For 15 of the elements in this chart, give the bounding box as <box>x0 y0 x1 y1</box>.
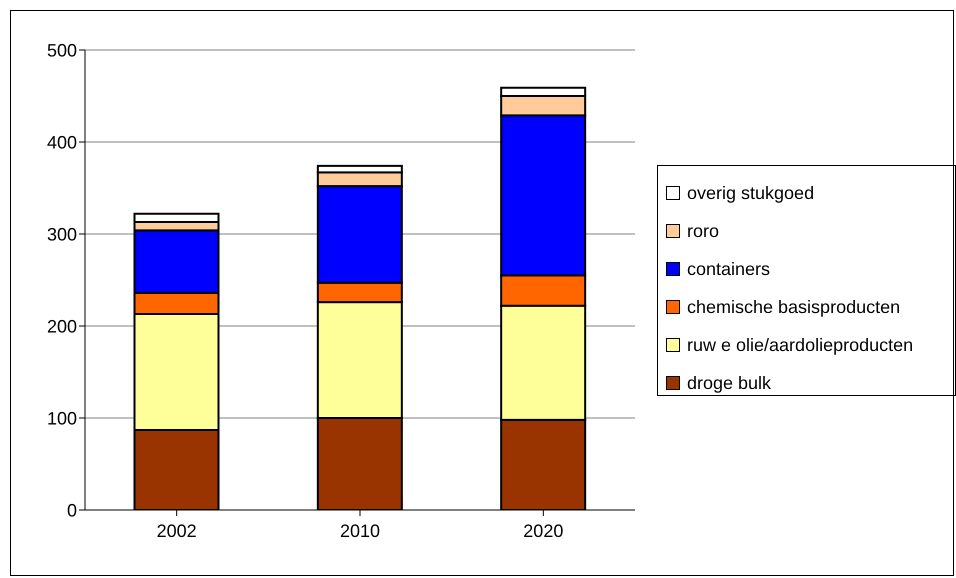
x-tick-label: 2002 <box>156 520 197 541</box>
y-tick-label: 0 <box>66 500 77 520</box>
legend-label: ruw e olie/aardolieproducten <box>687 334 914 356</box>
y-tick-label: 500 <box>46 40 77 60</box>
y-tick-label: 200 <box>46 316 77 336</box>
legend-label: containers <box>687 258 770 280</box>
legend-label: chemische basisproducten <box>687 296 900 318</box>
legend-label: roro <box>687 220 720 242</box>
y-tick-label: 300 <box>46 224 77 244</box>
legend-label: overig stukgoed <box>687 182 814 204</box>
x-tick-label: 2010 <box>340 520 380 541</box>
x-tick-label: 2020 <box>523 520 564 541</box>
legend-label: droge bulk <box>687 372 772 394</box>
y-tick-label: 400 <box>46 132 77 152</box>
y-tick-label: 100 <box>46 408 77 428</box>
